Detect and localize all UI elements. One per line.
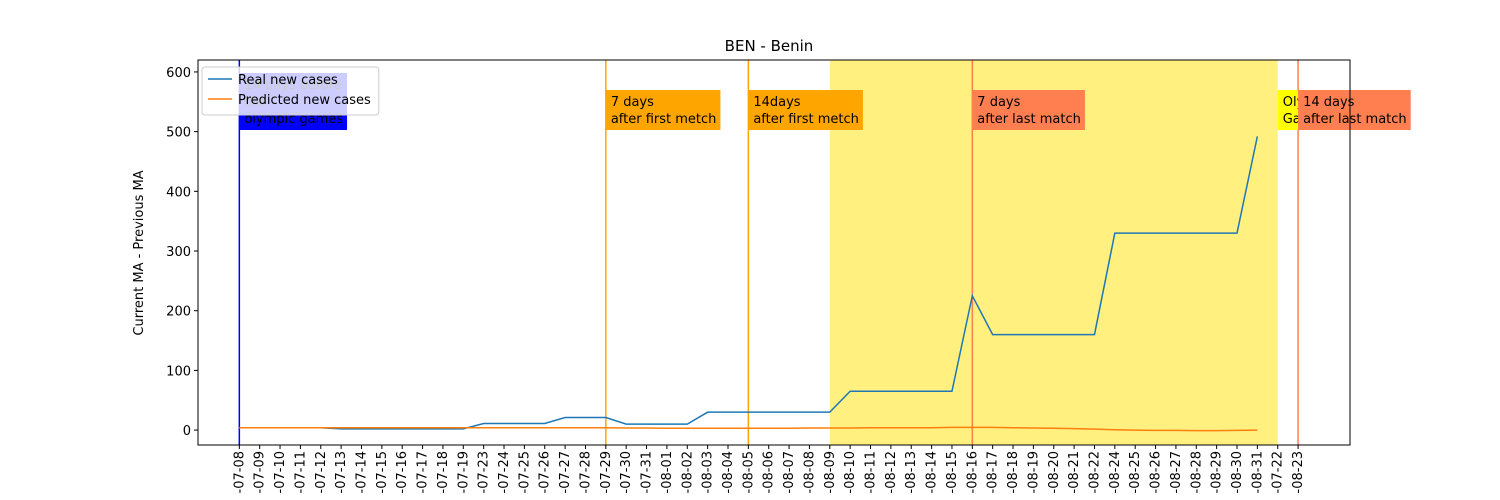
x-tick-label: -08-05	[741, 451, 756, 493]
x-tick-label: -07-26	[538, 451, 553, 493]
x-tick-label: -07-29	[599, 451, 614, 493]
x-tick-label: -07-30	[619, 451, 634, 493]
annotation-text: after first metch	[611, 112, 717, 127]
x-tick-label: -08-11	[864, 451, 879, 493]
x-tick-label: -08-09	[823, 451, 838, 493]
legend-label: Real new cases	[238, 73, 338, 88]
x-tick-label: -08-20	[1047, 451, 1062, 493]
x-tick-label: -08-30	[1230, 451, 1245, 493]
annotation-box	[748, 90, 863, 130]
annotation-text: after last match	[977, 112, 1081, 127]
plot-frame	[197, 59, 1351, 446]
x-tick-label: -07-16	[395, 451, 410, 493]
x-tick-label: -08-23	[1291, 451, 1306, 493]
x-tick-label: -07-10	[273, 451, 288, 493]
y-tick-label: 500	[166, 126, 191, 141]
x-tick-label: -07-17	[416, 451, 431, 493]
x-tick-label: -08-28	[1189, 451, 1204, 493]
y-axis-label: Current MA - Previous MA	[132, 170, 147, 335]
annotation-box	[605, 90, 721, 130]
annotation-text: 7 days	[611, 95, 654, 110]
chart-title: BEN - Benin	[725, 37, 814, 55]
x-tick-label: -07-31	[640, 451, 655, 493]
x-tick-label: -08-03	[701, 451, 716, 493]
x-tick-label: -08-10	[843, 451, 858, 493]
x-tick-label: -08-25	[1128, 451, 1143, 493]
x-tick-label: -07-25	[517, 451, 532, 493]
x-tick-label: -08-06	[762, 451, 777, 493]
x-tick-label: -07-08	[232, 451, 247, 493]
x-tick-label: -07-23	[477, 451, 492, 493]
x-tick-label: -08-15	[945, 451, 960, 493]
x-tick-label: -08-13	[904, 451, 919, 493]
annotation: 7 days after first metch	[605, 90, 721, 130]
y-tick-label: 600	[166, 66, 191, 81]
x-tick-label: -08-29	[1210, 451, 1225, 493]
annotation-text: 14 days	[1303, 95, 1355, 110]
y-tick-label: 100	[166, 364, 191, 379]
annotation-text: 14days	[753, 95, 800, 110]
annotation-text: olympic games	[244, 112, 343, 127]
x-tick-label: -08-24	[1108, 451, 1123, 493]
x-tick-label: -07-09	[253, 451, 268, 493]
x-tick-label: -07-12	[314, 451, 329, 493]
x-tick-label: -08-08	[802, 451, 817, 493]
x-tick-label: -08-14	[925, 451, 940, 493]
x-tick-label: -07-24	[497, 451, 512, 493]
x-tick-label: -07-28	[578, 451, 593, 493]
annotation-text: 7 days	[977, 95, 1020, 110]
annotation-text: after last match	[1303, 112, 1407, 127]
x-tick-label: -08-22	[1087, 451, 1102, 493]
annotation-box	[1298, 90, 1411, 130]
y-tick-label: 300	[166, 245, 191, 260]
x-tick-label: -08-12	[884, 451, 899, 493]
x-tick-label: -08-17	[986, 451, 1001, 493]
annotation-box	[972, 90, 1085, 130]
x-tick-label: -08-07	[782, 451, 797, 493]
legend-box	[201, 66, 380, 116]
annotation: 7 days after last match	[972, 90, 1085, 130]
annotation: 14days after first metch	[748, 90, 863, 130]
x-tick-label: -08-01	[660, 451, 675, 493]
x-tick-label: -07-14	[354, 451, 369, 493]
x-tick-label: -07-18	[436, 451, 451, 493]
x-tick-label: -07-15	[375, 451, 390, 493]
x-tick-label: -08-02	[680, 451, 695, 493]
y-tick-label: 400	[166, 185, 191, 200]
x-tick-label: -08-21	[1067, 451, 1082, 493]
x-tick-label: -08-19	[1026, 451, 1041, 493]
x-tick-label: -08-26	[1149, 451, 1164, 493]
series-line	[239, 426, 1258, 432]
x-tick-label: -08-31	[1250, 451, 1265, 493]
annotation-text: after first metch	[753, 112, 859, 127]
x-tick-label: -07-27	[558, 451, 573, 493]
x-tick-label: -08-16	[965, 451, 980, 493]
series-line	[239, 136, 1259, 430]
x-tick-label: -08-18	[1006, 451, 1021, 493]
y-tick-label: 200	[166, 305, 191, 320]
legend-label: Predicted new cases	[238, 93, 371, 108]
annotation: 14 days after last match	[1298, 90, 1411, 130]
x-tick-label: -07-19	[456, 451, 471, 493]
y-tick-label: 0	[183, 424, 191, 439]
x-tick-label: -08-27	[1169, 451, 1184, 493]
x-tick-label: -08-04	[721, 451, 736, 493]
x-tick-label: -07-11	[293, 451, 308, 493]
x-tick-label: -07-22	[1271, 451, 1286, 493]
legend: Real new cases Predicted new cases	[201, 66, 380, 116]
x-tick-label: -07-13	[334, 451, 349, 493]
